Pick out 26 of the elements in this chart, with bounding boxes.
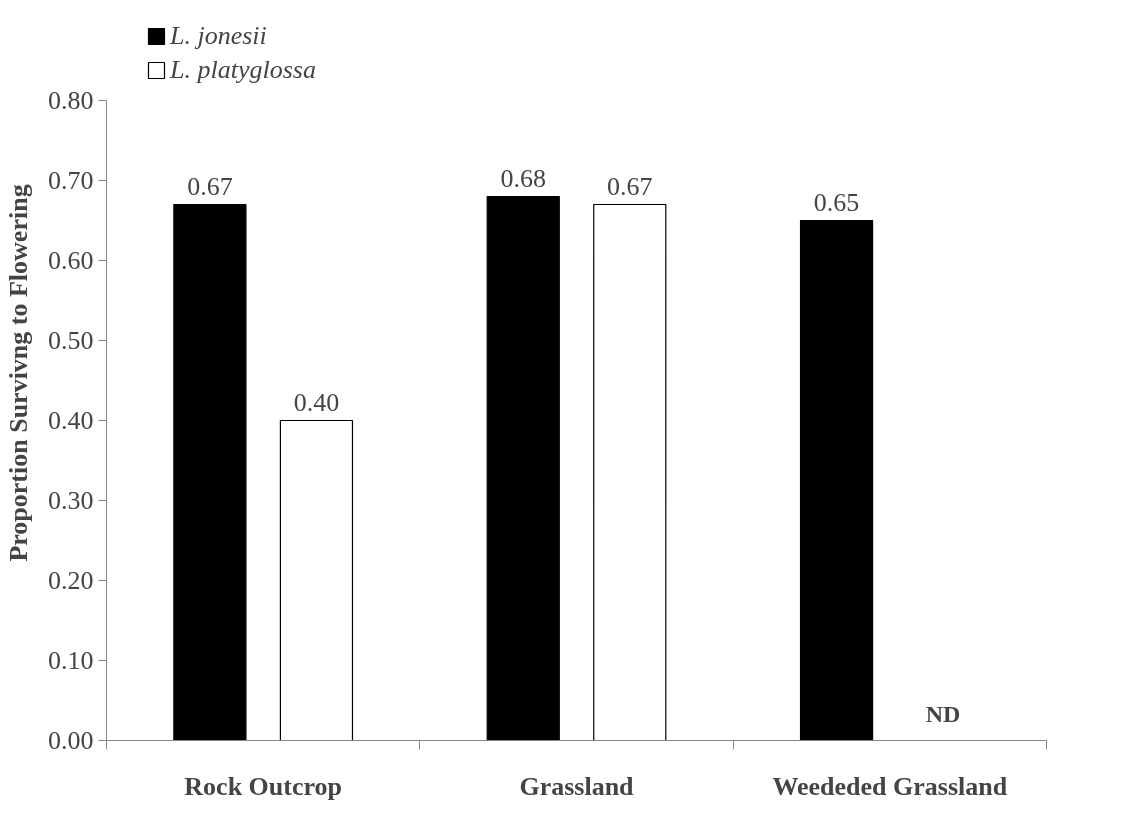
- y-tick-label: 0.40: [48, 406, 94, 435]
- data-label: 0.67: [607, 171, 653, 201]
- legend-label: L. jonesii: [170, 21, 267, 51]
- x-tick-label: Rock Outcrop: [184, 771, 343, 801]
- bar: [593, 203, 667, 741]
- data-label: 0.40: [293, 387, 340, 417]
- y-tick-label: 0.00: [48, 726, 94, 755]
- y-tick-label: 0.20: [48, 566, 94, 595]
- y-tick-label: 0.10: [48, 646, 94, 675]
- data-label: 0.68: [500, 163, 546, 193]
- x-tick-label: Grassland: [519, 771, 635, 801]
- data-label: 0.65: [813, 187, 860, 217]
- x-tick-label: Weededed Grassland: [772, 771, 1008, 801]
- bar: [799, 219, 874, 741]
- data-label: 0.67: [187, 171, 233, 201]
- y-tick-label: 0.80: [48, 86, 94, 115]
- y-tick-label: 0.70: [48, 166, 94, 195]
- bar: [279, 419, 354, 741]
- legend-label: L. platyglossa: [170, 55, 316, 85]
- bar: [486, 195, 560, 741]
- y-tick-label: 0.50: [48, 326, 94, 355]
- y-axis-title: Proportion Survivng to Flowering: [4, 184, 33, 562]
- bar: [173, 203, 247, 741]
- y-tick-label: 0.30: [48, 486, 94, 515]
- annotation: ND: [925, 700, 961, 727]
- y-tick-label: 0.60: [48, 246, 94, 275]
